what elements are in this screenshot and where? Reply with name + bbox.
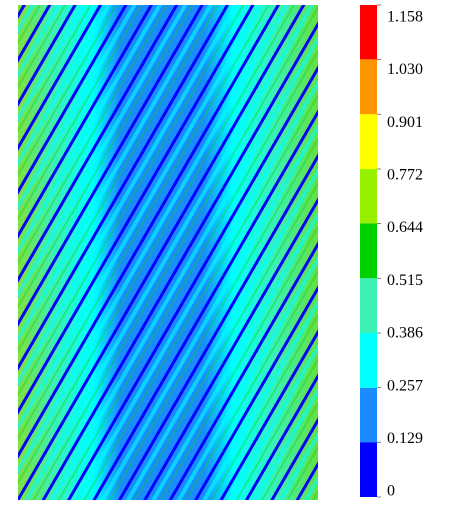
tick-label: 0.129 [387, 430, 423, 447]
tick-label: 0.772 [387, 167, 423, 184]
colorbar: 0 0.129 0.257 0.386 0.515 0.644 0.772 0.901 1.03… [360, 4, 423, 500]
tick-label: 0.515 [387, 272, 423, 289]
colorbar-band [360, 5, 377, 60]
colorbar-band [360, 223, 377, 279]
contour-plot [18, 5, 318, 500]
colorbar-band [360, 114, 377, 169]
tick-label: 0.901 [387, 114, 423, 131]
colorbar-band [360, 442, 377, 497]
colorbar-band [360, 169, 377, 224]
colorbar-band [360, 59, 377, 115]
colorbar-band [360, 333, 377, 388]
tick-label: 0.257 [387, 377, 423, 394]
tick-label: 1.030 [387, 61, 423, 78]
tick-label: 1.158 [387, 9, 423, 26]
colorbar-band [360, 278, 377, 333]
tick-label: 0.644 [387, 219, 423, 236]
colorbar-band [360, 387, 377, 443]
tick-label: 0.386 [387, 325, 423, 342]
tick-label: 0 [387, 483, 395, 500]
